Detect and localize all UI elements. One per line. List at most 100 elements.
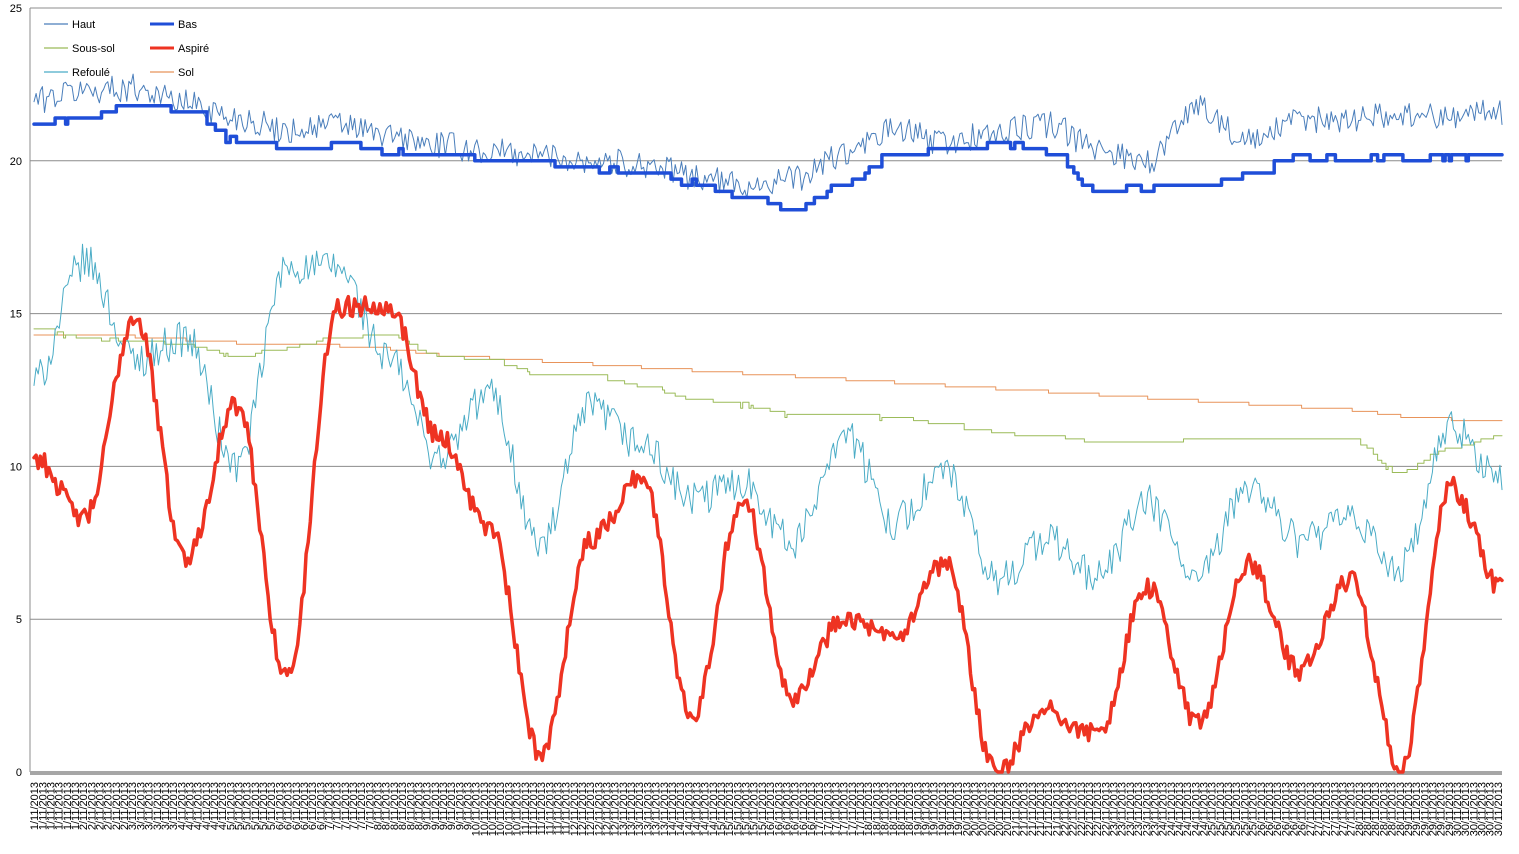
x-tick-label: 18/11/2013 [871, 782, 883, 836]
x-tick-label: 12/11/2013 [610, 782, 622, 836]
x-tick-label: 2/11/2013 [111, 782, 123, 830]
x-tick-label: 7/11/2013 [340, 782, 352, 830]
x-tick-label: 13/11/2013 [626, 782, 638, 836]
legend-label: Bas [178, 19, 197, 31]
x-tick-label: 19/11/2013 [929, 782, 941, 836]
x-tick-label: 27/11/2013 [1338, 782, 1350, 836]
x-tick-label: 5/11/2013 [242, 782, 254, 830]
x-tick-label: 26/11/2013 [1280, 782, 1292, 836]
series-line-bas [32, 104, 1504, 212]
x-tick-label: 7/11/2013 [348, 782, 360, 830]
x-tick-label: 2/11/2013 [119, 782, 131, 830]
x-tick-label: 26/11/2013 [1264, 782, 1276, 836]
x-tick-label: 9/11/2013 [463, 782, 475, 830]
x-tick-label: 4/11/2013 [184, 782, 196, 830]
x-tick-label: 15/11/2013 [741, 782, 753, 836]
x-tick-label: 24/11/2013 [1182, 782, 1194, 836]
x-tick-label: 4/11/2013 [201, 782, 213, 830]
x-tick-label: 23/11/2013 [1149, 782, 1161, 836]
x-tick-label: 22/11/2013 [1076, 782, 1088, 836]
series-lines [32, 73, 1504, 774]
x-tick-label: 20/11/2013 [978, 782, 990, 836]
x-tick-label: 2/11/2013 [103, 782, 115, 830]
x-tick-label: 8/11/2013 [373, 782, 385, 830]
x-tick-label: 17/11/2013 [847, 782, 859, 836]
x-tick-label: 25/11/2013 [1223, 782, 1235, 836]
x-tick-label: 6/11/2013 [291, 782, 303, 830]
x-tick-label: 9/11/2013 [430, 782, 442, 830]
x-tick-label: 9/11/2013 [422, 782, 434, 830]
x-tick-label: 23/11/2013 [1125, 782, 1137, 836]
x-tick-label: 17/11/2013 [839, 782, 851, 836]
y-tick-label: 10 [10, 461, 22, 473]
x-tick-label: 1/11/2013 [45, 782, 57, 830]
x-tick-label: 13/11/2013 [634, 782, 646, 836]
x-tick-label: 12/11/2013 [602, 782, 614, 836]
x-tick-label: 22/11/2013 [1100, 782, 1112, 836]
series-line-sol [33, 334, 1503, 422]
x-tick-label: 21/11/2013 [1051, 782, 1063, 836]
axes [29, 8, 1502, 775]
x-tick-label: 25/11/2013 [1215, 782, 1227, 836]
x-tick-label: 14/11/2013 [675, 782, 687, 836]
x-tick-label: 12/11/2013 [577, 782, 589, 836]
x-tick-label: 17/11/2013 [855, 782, 867, 836]
x-tick-label: 23/11/2013 [1117, 782, 1129, 836]
legend-label: Refoulé [72, 67, 110, 79]
x-tick-label: 5/11/2013 [266, 782, 278, 830]
x-tick-label: 28/11/2013 [1387, 782, 1399, 836]
x-tick-label: 13/11/2013 [618, 782, 630, 836]
y-tick-label: 15 [10, 309, 22, 321]
x-tick-label: 15/11/2013 [724, 782, 736, 836]
x-tick-label: 26/11/2013 [1288, 782, 1300, 836]
x-tick-label: 8/11/2013 [405, 782, 417, 830]
x-tick-label: 13/11/2013 [651, 782, 663, 836]
x-tick-label: 27/11/2013 [1329, 782, 1341, 836]
x-tick-label: 7/11/2013 [323, 782, 335, 830]
y-tick-label: 25 [10, 3, 22, 15]
x-tick-label: 19/11/2013 [937, 782, 949, 836]
x-tick-label: 3/11/2013 [144, 782, 156, 830]
x-tick-label: 10/11/2013 [479, 782, 491, 836]
x-tick-label: 15/11/2013 [757, 782, 769, 836]
x-tick-label: 17/11/2013 [831, 782, 843, 836]
x-tick-label: 30/11/2013 [1452, 782, 1464, 836]
x-tick-label: 6/11/2013 [307, 782, 319, 830]
series-line-haut [33, 73, 1503, 199]
x-tick-label: 7/11/2013 [332, 782, 344, 830]
x-tick-label: 11/11/2013 [552, 782, 564, 835]
x-tick-label: 24/11/2013 [1158, 782, 1170, 836]
x-tick-label: 21/11/2013 [1010, 782, 1022, 836]
x-tick-label: 15/11/2013 [716, 782, 728, 836]
x-tick-label: 10/11/2013 [471, 782, 483, 836]
x-tick-label: 14/11/2013 [700, 782, 712, 836]
x-tick-label: 5/11/2013 [250, 782, 262, 830]
legend-label: Aspiré [178, 43, 209, 55]
gridlines [30, 7, 1502, 620]
y-tick-label: 20 [10, 156, 22, 168]
x-tick-label: 14/11/2013 [708, 782, 720, 836]
x-tick-label: 17/11/2013 [822, 782, 834, 836]
x-tick-label: 3/11/2013 [152, 782, 164, 830]
x-tick-label: 6/11/2013 [274, 782, 286, 830]
x-tick-label: 7/11/2013 [364, 782, 376, 830]
x-tick-label: 1/11/2013 [70, 782, 82, 830]
x-tick-label: 9/11/2013 [454, 782, 466, 830]
x-tick-label: 13/11/2013 [642, 782, 654, 836]
x-tick-label: 3/11/2013 [160, 782, 172, 830]
x-tick-label: 29/11/2013 [1436, 782, 1448, 836]
x-tick-label: 19/11/2013 [912, 782, 924, 836]
x-tick-label: 1/11/2013 [54, 782, 66, 830]
x-tick-label: 28/11/2013 [1370, 782, 1382, 836]
x-tick-label: 15/11/2013 [732, 782, 744, 836]
x-tick-label: 5/11/2013 [225, 782, 237, 830]
x-tick-label: 2/11/2013 [95, 782, 107, 830]
x-tick-label: 3/11/2013 [135, 782, 147, 830]
x-tick-label: 18/11/2013 [880, 782, 892, 836]
x-tick-label: 21/11/2013 [1043, 782, 1055, 836]
x-tick-label: 26/11/2013 [1297, 782, 1309, 836]
x-tick-label: 1/11/2013 [62, 782, 74, 830]
x-tick-label: 10/11/2013 [487, 782, 499, 836]
x-tick-label: 26/11/2013 [1256, 782, 1268, 836]
